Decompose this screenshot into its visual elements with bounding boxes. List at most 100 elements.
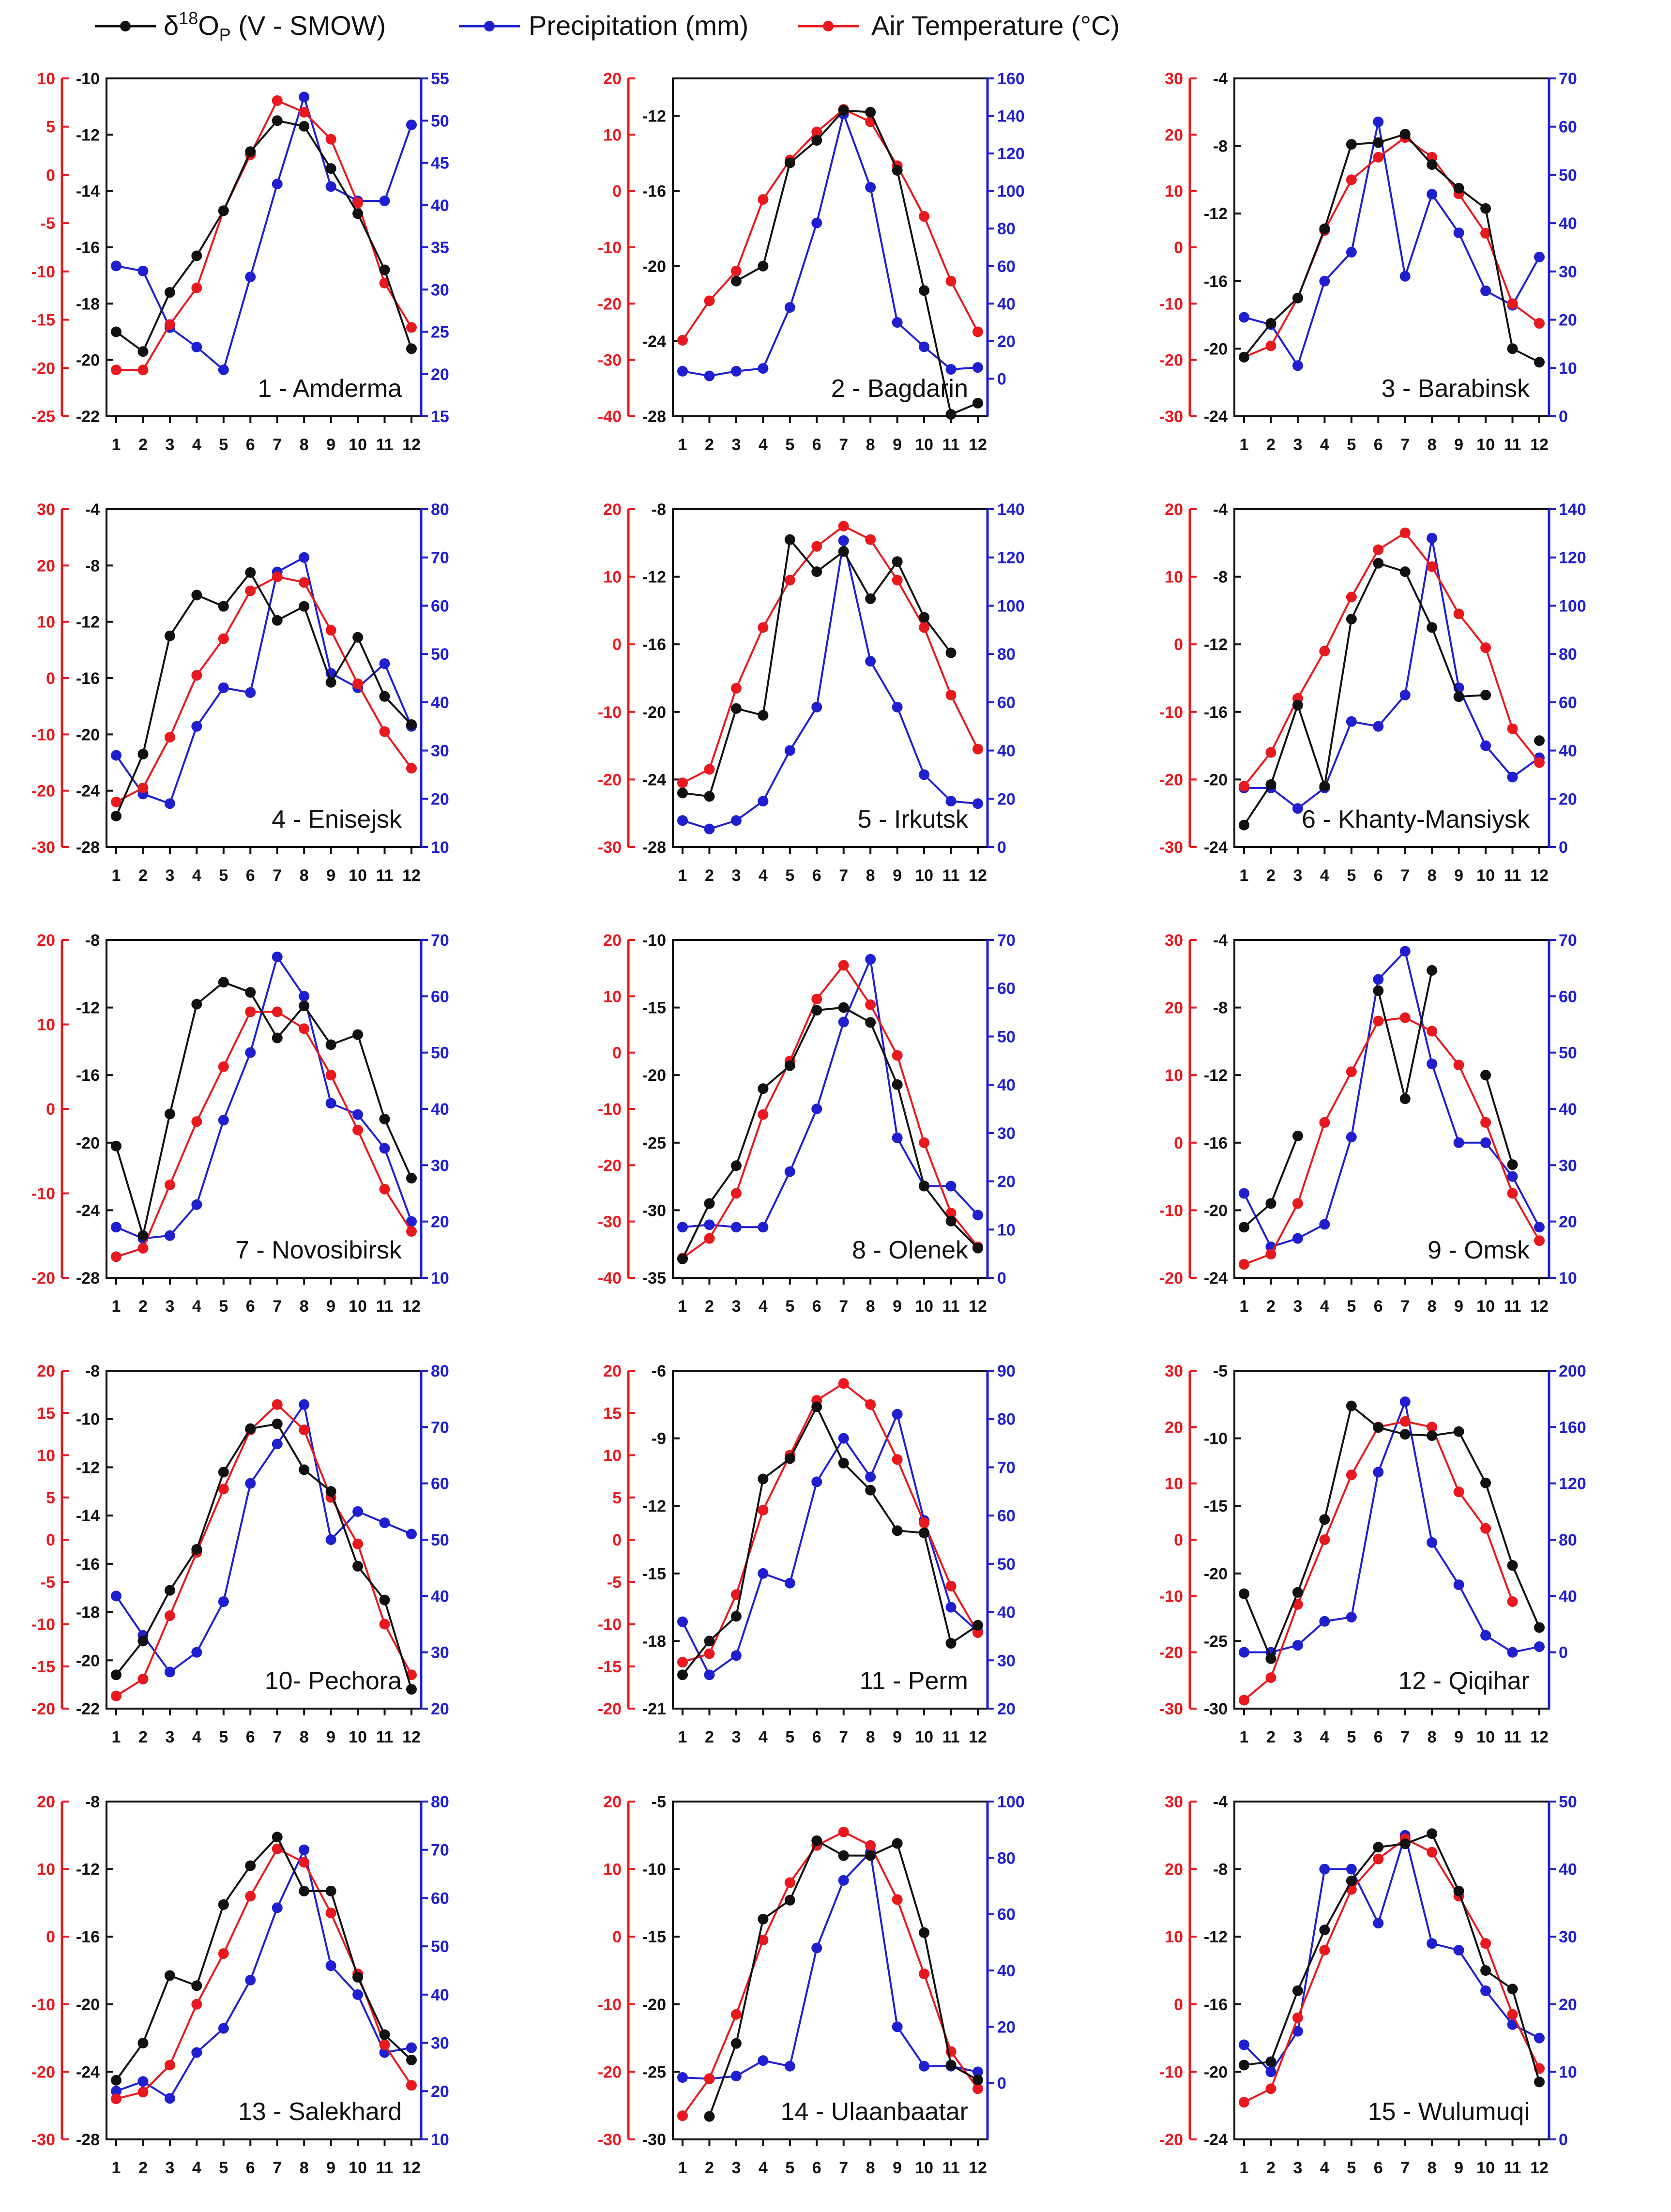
- series-temp-point: [919, 622, 930, 633]
- series-delta-point: [406, 719, 417, 730]
- series-temp-point: [1239, 1695, 1249, 1706]
- series-precip-point: [137, 265, 149, 276]
- series-delta-point: [704, 1198, 715, 1209]
- x-tick-label: 1: [678, 2159, 687, 2177]
- series-delta-point: [379, 2029, 390, 2040]
- series-precip-point: [299, 1844, 310, 1855]
- series-temp-point: [245, 1891, 256, 1902]
- temp-tick-label: 0: [46, 1100, 55, 1119]
- series-temp-point: [1399, 527, 1411, 538]
- series-precip-line: [1243, 949, 1540, 1248]
- x-tick-label: 5: [785, 1728, 794, 1746]
- series-precip-point: [811, 1942, 822, 1954]
- panel-title: 6 - Khanty-Mansiysk: [1302, 805, 1530, 833]
- series-temp-point: [1453, 608, 1464, 620]
- series-delta: [677, 1401, 983, 1681]
- delta-tick-label: -4: [85, 500, 100, 519]
- precip-tick-label: 30: [431, 1156, 449, 1175]
- series-temp-point: [1427, 152, 1438, 163]
- precip-tick-label: 40: [997, 1604, 1016, 1622]
- temp-tick-label: -10: [1159, 2063, 1183, 2081]
- x-tick-label: 4: [192, 2159, 201, 2177]
- precip-tick-label: 40: [997, 1076, 1016, 1094]
- temp-tick-label: -20: [598, 1156, 622, 1175]
- x-tick-label: 5: [785, 436, 794, 454]
- series-precip-point: [892, 2021, 903, 2032]
- series-delta-point: [865, 1485, 876, 1496]
- series-precip-point: [704, 1219, 715, 1230]
- x-tick-label: 9: [326, 436, 335, 454]
- chart-panel-8: -40 -30 -20 -10 0 10 20 -35 -30 -25 -20 -15 -10 0 10 20…: [598, 931, 1016, 1316]
- series-temp-point: [758, 1935, 769, 1946]
- x-tick-label: 6: [812, 2159, 821, 2177]
- precip-tick-label: 90: [997, 1362, 1016, 1380]
- temp-tick-label: -30: [1159, 838, 1183, 857]
- series-temp-point: [1373, 1853, 1384, 1864]
- x-tick-label: 9: [1454, 436, 1463, 454]
- temp-tick-label: 10: [37, 70, 55, 88]
- x-tick-label: 11: [376, 436, 394, 454]
- series-delta-point: [1346, 1400, 1357, 1411]
- series-precip-line: [1244, 538, 1540, 810]
- series-delta-point: [191, 1980, 202, 1991]
- series-temp-point: [1453, 1060, 1464, 1071]
- temp-tick-label: 10: [37, 1447, 55, 1465]
- series-delta-point: [1265, 1653, 1276, 1664]
- series-precip-point: [865, 954, 876, 965]
- series-temp-point: [972, 743, 983, 755]
- delta-tick-label: -28: [76, 838, 100, 857]
- x-tick-label: 12: [402, 1728, 421, 1746]
- x-tick-label: 7: [273, 2159, 282, 2177]
- series-precip-point: [730, 1222, 742, 1233]
- x-tick-label: 8: [300, 436, 309, 454]
- delta-tick-label: -25: [642, 2063, 666, 2081]
- x-tick-label: 8: [1428, 436, 1437, 454]
- precip-tick-label: 50: [431, 112, 449, 130]
- delta-tick-label: -28: [76, 1269, 100, 1288]
- series-delta-point: [919, 285, 930, 296]
- chart-panel-11: -20-15-10-505101520-21-18-15-12-9-620304…: [598, 1362, 1016, 1746]
- series-temp-point: [1346, 174, 1357, 185]
- temp-tick-label: 20: [603, 1362, 622, 1380]
- series-precip: [1239, 532, 1545, 814]
- temp-tick-label: -25: [31, 408, 55, 426]
- x-tick-label: 3: [165, 436, 174, 454]
- series-temp-point: [1319, 646, 1330, 657]
- x-tick-label: 3: [1293, 2159, 1302, 2177]
- series-delta-point: [811, 135, 822, 146]
- precip-tick-label: 80: [431, 1793, 449, 1811]
- series-precip-line: [116, 1847, 412, 2100]
- series-delta-point: [892, 1079, 903, 1090]
- series-precip-point: [972, 1210, 983, 1221]
- series-temp-line: [1243, 1420, 1514, 1701]
- series-precip-point: [811, 1104, 822, 1114]
- series-precip-point: [1319, 1219, 1330, 1230]
- x-tick-label: 5: [219, 436, 228, 454]
- series-delta-point: [1319, 223, 1330, 234]
- series-delta-point: [137, 1636, 149, 1647]
- chart-panel-15: -20 -10 0 10 20 30 -24 -20 -16 -12 -8 -4 0 10 20 30 40 50…: [1159, 1793, 1577, 2177]
- series-precip-point: [1427, 189, 1438, 200]
- delta-tick-label: -14: [76, 182, 100, 201]
- temp-tick-label: -10: [598, 239, 622, 257]
- series-precip-point: [164, 1230, 175, 1241]
- series-precip-point: [1399, 271, 1411, 282]
- series-temp-point: [325, 1908, 336, 1919]
- precip-tick-label: 40: [997, 742, 1016, 760]
- delta-tick-label: -12: [76, 126, 100, 144]
- series-temp-point: [972, 1627, 983, 1638]
- temp-tick-label: -10: [31, 1616, 55, 1634]
- series-precip-point: [379, 658, 390, 669]
- series-precip-point: [1399, 946, 1411, 957]
- series-temp-point: [1265, 2083, 1276, 2094]
- series-delta-point: [299, 1885, 310, 1896]
- series-temp-point: [406, 763, 417, 774]
- x-tick-label: 10: [1476, 1297, 1495, 1316]
- x-tick-label: 11: [376, 866, 394, 885]
- series-temp-point: [379, 1619, 390, 1630]
- delta-tick-label: -10: [76, 70, 100, 88]
- series-precip-point: [677, 815, 688, 826]
- series-temp-point: [325, 134, 336, 145]
- x-tick-label: 4: [759, 436, 768, 454]
- x-tick-label: 3: [1293, 866, 1302, 885]
